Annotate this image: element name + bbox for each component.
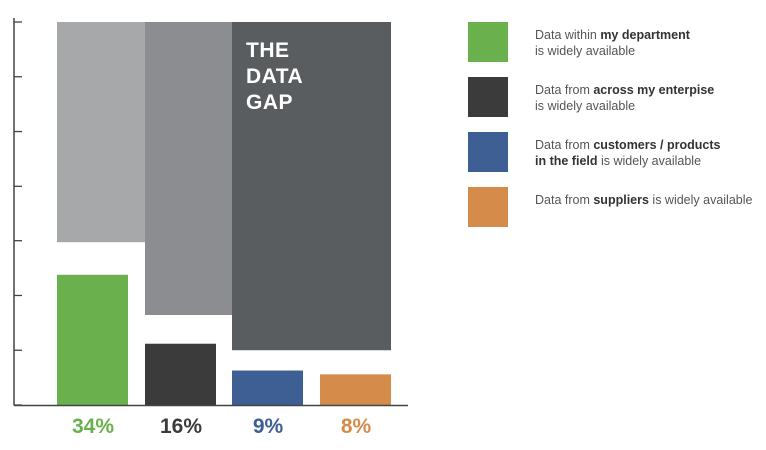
value-label-customers: 9% [252, 415, 284, 438]
chart-title-line-3: GAP [246, 91, 294, 114]
legend-item-enterprise: Data from across my enterpise is widely … [468, 77, 763, 119]
chart-title: THE DATA GAP [246, 38, 303, 116]
chart-title-line-2: DATA [246, 65, 304, 88]
value-label-suppliers: 8% [340, 415, 372, 438]
bar-department [57, 274, 128, 405]
legend-text-department: Data within my department is widely avai… [535, 28, 690, 58]
value-label-enterprise: 16% [159, 415, 203, 438]
legend-swatch-orange [468, 187, 508, 227]
legend-item-department: Data within my department is widely avai… [468, 22, 763, 64]
legend-swatch-dark-gray [468, 77, 508, 117]
legend-text-enterprise: Data from across my enterpise is widely … [535, 83, 715, 113]
bar-enterprise [145, 343, 216, 405]
bar-customers [232, 370, 303, 405]
legend-item-customers: Data from customers / products in the fi… [468, 132, 763, 174]
legend-text-customers: Data from customers / products in the fi… [535, 138, 721, 168]
chart-svg [13, 18, 408, 407]
legend-text-suppliers: Data from suppliers is widely available [535, 193, 753, 207]
bar-suppliers [320, 374, 391, 405]
legend-swatch-green [468, 22, 508, 62]
legend: Data within my department is widely avai… [468, 22, 763, 242]
legend-item-suppliers: Data from suppliers is widely available [468, 187, 763, 229]
data-gap-chart: THE DATA GAP 34% 16% 9% 8% [13, 18, 408, 438]
gap-band-4 [232, 22, 391, 351]
legend-swatch-blue [468, 132, 508, 172]
value-label-department: 34% [71, 415, 115, 438]
chart-title-line-1: THE [246, 39, 290, 62]
